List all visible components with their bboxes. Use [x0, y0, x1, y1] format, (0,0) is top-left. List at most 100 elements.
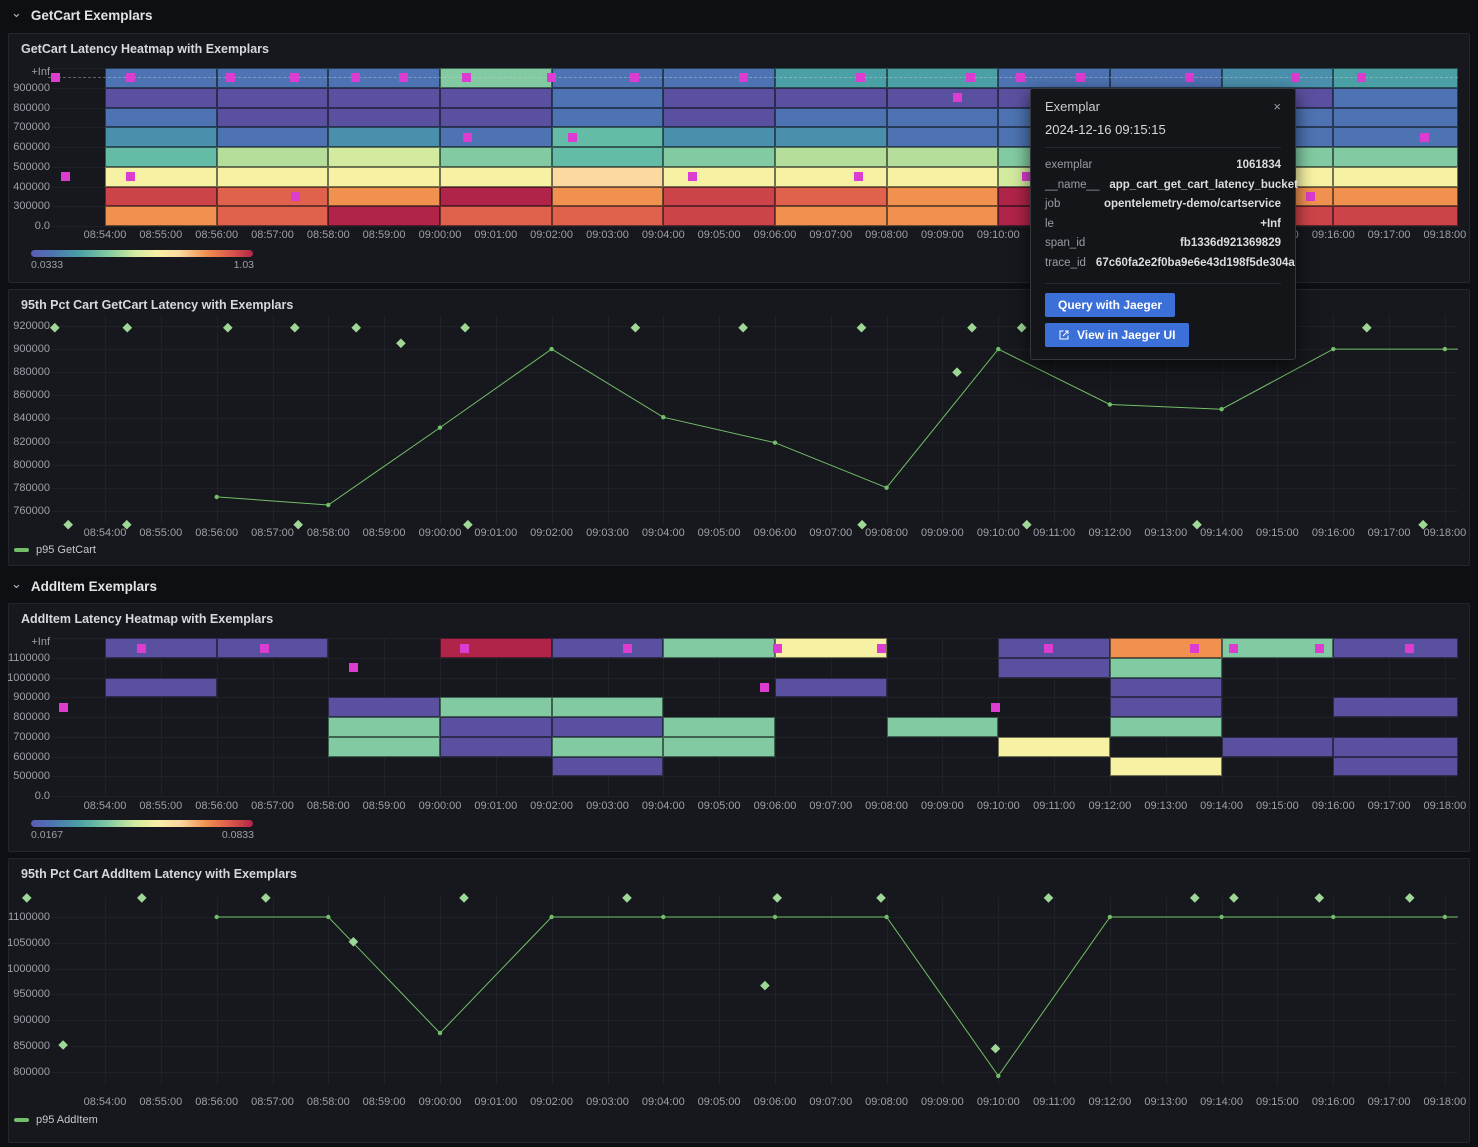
query-with-jaeger-button[interactable]: Query with Jaeger — [1045, 293, 1176, 317]
heatmap-cell[interactable] — [440, 166, 552, 187]
heatmap-cell[interactable] — [216, 638, 329, 658]
exemplar-marker[interactable] — [136, 643, 146, 653]
exemplar-marker[interactable] — [290, 72, 300, 82]
exemplar-marker[interactable] — [460, 643, 469, 653]
exemplar-marker[interactable] — [1420, 132, 1430, 142]
heatmap-cell[interactable] — [551, 107, 664, 128]
heatmap-cell[interactable] — [1333, 756, 1458, 777]
heatmap-cell[interactable] — [998, 657, 1110, 678]
heatmap-cell[interactable] — [1109, 756, 1222, 777]
heatmap-cell[interactable] — [105, 677, 217, 698]
heatmap-cell[interactable] — [105, 127, 217, 148]
exemplar-marker[interactable] — [1405, 643, 1415, 653]
heatmap-cell[interactable] — [1333, 107, 1458, 128]
heatmap-cell[interactable] — [551, 166, 664, 187]
heatmap-cell[interactable] — [216, 186, 329, 207]
heatmap-cell[interactable] — [663, 107, 775, 128]
series-legend[interactable]: p95 GetCart — [14, 544, 96, 556]
heatmap-cell[interactable] — [1109, 677, 1222, 698]
heatmap-cell[interactable] — [663, 206, 775, 227]
exemplar-marker[interactable] — [1229, 643, 1239, 653]
heatmap-cell[interactable] — [886, 206, 999, 227]
heatmap-cell[interactable] — [551, 736, 664, 757]
heatmap-cell[interactable] — [551, 87, 664, 108]
exemplar-marker[interactable] — [952, 93, 962, 103]
heatmap-cell[interactable] — [440, 717, 552, 737]
heatmap-cell[interactable] — [886, 147, 999, 167]
heatmap-cell[interactable] — [440, 697, 552, 718]
heatmap-cell[interactable] — [886, 166, 999, 187]
heatmap-cell[interactable] — [998, 736, 1110, 757]
section-header-getcart[interactable]: ⌄ GetCart Exemplars — [0, 0, 1478, 30]
heatmap-cell[interactable] — [663, 147, 775, 167]
heatmap-cell[interactable] — [1333, 638, 1458, 658]
heatmap-cell[interactable] — [551, 697, 664, 718]
exemplar-marker[interactable] — [259, 643, 269, 653]
heatmap-cell[interactable] — [105, 638, 217, 658]
heatmap-cell[interactable] — [663, 717, 775, 737]
close-icon[interactable]: × — [1273, 99, 1281, 114]
heatmap-cell[interactable] — [663, 186, 775, 207]
exemplar-marker[interactable] — [688, 172, 698, 182]
heatmap-cell[interactable] — [775, 166, 887, 187]
exemplar-marker[interactable] — [1184, 72, 1194, 82]
heatmap-cell[interactable] — [105, 147, 217, 167]
heatmap-cell[interactable] — [328, 206, 440, 227]
section-header-additem[interactable]: ⌄ AddItem Exemplars — [0, 571, 1478, 601]
heatmap-cell[interactable] — [1109, 657, 1222, 678]
heatmap-cell[interactable] — [663, 127, 775, 148]
heatmap-cell[interactable] — [216, 147, 329, 167]
exemplar-marker[interactable] — [462, 72, 472, 82]
heatmap-cell[interactable] — [216, 107, 329, 128]
heatmap-cell[interactable] — [551, 127, 664, 148]
heatmap-cell[interactable] — [440, 87, 552, 108]
exemplar-marker[interactable] — [1044, 643, 1053, 653]
exemplar-marker[interactable] — [622, 643, 632, 653]
heatmap-cell[interactable] — [775, 638, 887, 658]
heatmap-cell[interactable] — [775, 677, 887, 698]
heatmap-cell[interactable] — [105, 166, 217, 187]
exemplar-marker[interactable] — [760, 682, 770, 692]
heatmap-cell[interactable] — [663, 166, 775, 187]
exemplar-marker[interactable] — [547, 72, 557, 82]
heatmap-cell[interactable] — [1333, 127, 1458, 148]
heatmap-cell[interactable] — [886, 186, 999, 207]
heatmap-cell[interactable] — [1221, 68, 1334, 88]
heatmap-cell[interactable] — [663, 87, 775, 108]
heatmap-cell[interactable] — [216, 127, 329, 148]
heatmap-cell[interactable] — [1333, 206, 1458, 227]
exemplar-marker[interactable] — [125, 172, 135, 182]
exemplar-marker[interactable] — [1190, 643, 1200, 653]
heatmap-cell[interactable] — [551, 147, 664, 167]
exemplar-marker[interactable] — [856, 72, 866, 82]
heatmap-cell[interactable] — [775, 186, 887, 207]
exemplar-marker[interactable] — [1306, 191, 1316, 201]
heatmap-cell[interactable] — [551, 756, 664, 777]
heatmap-cell[interactable] — [328, 736, 440, 757]
heatmap-cell[interactable] — [328, 166, 440, 187]
heatmap-cell[interactable] — [1109, 697, 1222, 718]
exemplar-marker[interactable] — [1357, 72, 1367, 82]
exemplar-marker[interactable] — [1016, 72, 1026, 82]
heatmap-cell[interactable] — [775, 107, 887, 128]
exemplar-marker[interactable] — [125, 72, 135, 82]
heatmap-cell[interactable] — [105, 107, 217, 128]
heatmap-cell[interactable] — [551, 186, 664, 207]
exemplar-marker[interactable] — [630, 72, 640, 82]
heatmap-cell[interactable] — [1221, 638, 1334, 658]
heatmap-cell[interactable] — [551, 206, 664, 227]
heatmap-cell[interactable] — [216, 206, 329, 227]
exemplar-marker[interactable] — [854, 172, 864, 182]
heatmap-cell[interactable] — [440, 147, 552, 167]
heatmap-cell[interactable] — [328, 107, 440, 128]
heatmap-cell[interactable] — [663, 638, 775, 658]
heatmap-cell[interactable] — [775, 147, 887, 167]
heatmap-cell[interactable] — [775, 87, 887, 108]
exemplar-marker[interactable] — [1021, 172, 1031, 182]
exemplar-marker[interactable] — [876, 643, 886, 653]
heatmap-cell[interactable] — [551, 717, 664, 737]
heatmap-cell[interactable] — [1333, 166, 1458, 187]
heatmap-cell[interactable] — [328, 186, 440, 207]
heatmap-cell[interactable] — [775, 127, 887, 148]
heatmap-cell[interactable] — [440, 107, 552, 128]
